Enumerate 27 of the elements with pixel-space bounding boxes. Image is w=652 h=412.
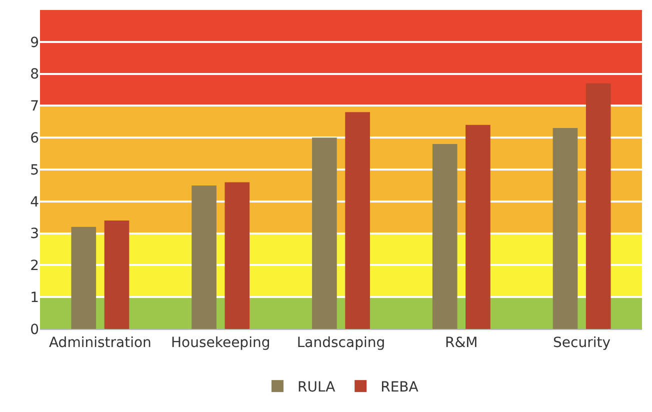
y-tick-label: 6 — [30, 130, 40, 146]
y-tick-label: 9 — [30, 34, 39, 51]
y-tick-label: 7 — [30, 98, 39, 115]
bar — [192, 185, 216, 329]
bar — [312, 138, 337, 329]
legend-label: RULA — [298, 380, 336, 396]
bar — [345, 112, 370, 329]
bar — [224, 182, 250, 329]
x-tick-label: Housekeeping — [170, 334, 270, 351]
bar — [586, 83, 611, 329]
y-tick-label: 5 — [30, 162, 39, 178]
y-tick-label: 4 — [30, 194, 40, 210]
bar — [552, 128, 578, 329]
y-tick-label: 1 — [30, 290, 39, 306]
legend-label: REBA — [380, 380, 419, 396]
y-tick-label: 8 — [30, 66, 39, 83]
x-tick-label: Administration — [48, 334, 152, 351]
y-tick-label: 2 — [30, 258, 39, 274]
y-tick-label: 3 — [30, 226, 39, 242]
bar — [432, 144, 458, 329]
y-tick-label: 0 — [30, 322, 39, 338]
bar — [104, 220, 130, 329]
x-tick-label: Landscaping — [296, 334, 386, 351]
x-tick-label: Security — [553, 334, 611, 351]
x-tick-label: R&M — [445, 334, 478, 351]
bar — [71, 226, 96, 329]
bar — [466, 124, 490, 329]
